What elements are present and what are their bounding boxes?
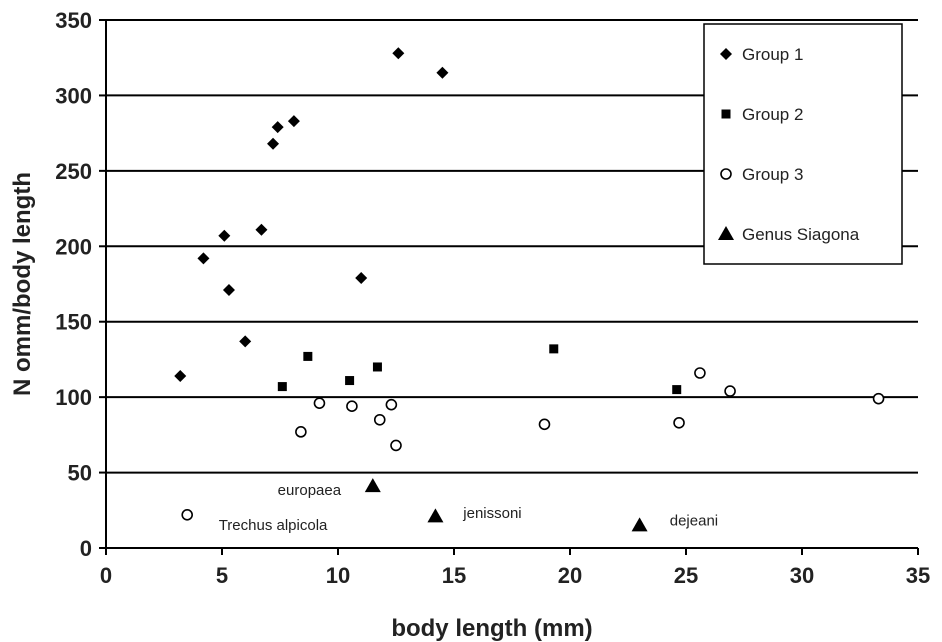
legend-marker-4 [718,226,734,240]
xtick-label-5: 5 [216,563,228,588]
point-diamond-6 [267,137,280,150]
point-diamond-4 [239,335,252,348]
point-diamond-5 [255,223,268,236]
point-open-circle-3 [346,400,358,412]
point-triangle-2 [631,517,648,532]
legend-label-1: Group 1 [742,45,803,64]
point-square-2 [345,376,355,386]
point-open-circle-6 [390,439,402,452]
point-square-5 [672,385,682,395]
xtick-label-15: 15 [442,563,466,588]
annotation-0: Trechus alpicola [219,517,328,534]
annotation-2: jenissoni [462,505,521,522]
ytick-label-250: 250 [55,159,92,184]
legend-marker-3 [720,168,732,180]
point-open-circle-5 [385,398,398,411]
ytick-label-300: 300 [55,83,92,108]
xtick-label-25: 25 [674,563,698,588]
point-diamond-11 [436,66,449,79]
point-triangle-0 [364,478,381,493]
series-1 [174,47,449,383]
legend-label-2: Group 2 [742,105,803,124]
y-tick-labels: 0 50 100 150 200 250 300 350 [55,8,92,561]
data-points [174,47,885,532]
legend-marker-2 [721,109,731,119]
xtick-label-30: 30 [790,563,814,588]
point-diamond-10 [392,47,405,60]
point-square-3 [372,362,382,372]
point-diamond-2 [218,229,231,242]
point-open-circle-11 [872,392,885,405]
annotation-3: dejeani [670,512,718,529]
annotation-1: europaea [278,482,342,499]
point-annotations: Trechus alpicola europaea jenissoni dejeani [219,482,718,534]
ytick-label-150: 150 [55,310,92,335]
axes [99,19,919,555]
point-diamond-8 [287,115,300,128]
legend-box [703,23,903,265]
series-3 [181,367,885,521]
legend-marker-1 [720,48,732,60]
series-2 [277,344,682,395]
point-diamond-0 [174,370,187,383]
x-tick-labels: 0 5 10 15 20 25 30 35 [100,563,930,588]
ytick-label-350: 350 [55,8,92,33]
ytick-label-50: 50 [68,461,92,486]
grid-lines [106,19,918,474]
ytick-label-100: 100 [55,385,92,410]
point-square-4 [549,344,559,354]
point-open-circle-7 [538,418,551,431]
legend: Group 1 Group 2 Group 3 Genus Siagona [703,23,903,265]
ytick-label-200: 200 [55,234,92,259]
ytick-label-0: 0 [80,536,92,561]
point-diamond-9 [355,271,368,284]
point-open-circle-8 [673,416,685,429]
point-open-circle-4 [373,413,386,426]
series-4 [364,478,648,532]
point-diamond-7 [271,121,284,134]
point-open-circle-1 [295,426,307,438]
legend-label-3: Group 3 [742,165,803,184]
point-open-circle-10 [724,385,736,397]
point-diamond-3 [222,284,235,297]
xtick-label-35: 35 [906,563,930,588]
point-diamond-1 [197,252,210,265]
point-open-circle-9 [694,367,706,379]
point-open-circle-0 [181,509,193,521]
point-triangle-1 [427,508,444,523]
legend-label-4: Genus Siagona [742,225,860,244]
point-open-circle-2 [313,397,326,409]
x-axis-title: body length (mm) [391,615,592,642]
xtick-label-0: 0 [100,563,112,588]
point-square-1 [303,351,313,361]
xtick-label-20: 20 [558,563,582,588]
y-axis-title: N omm/body length [9,172,36,396]
point-square-0 [277,382,287,392]
xtick-label-10: 10 [326,563,350,588]
